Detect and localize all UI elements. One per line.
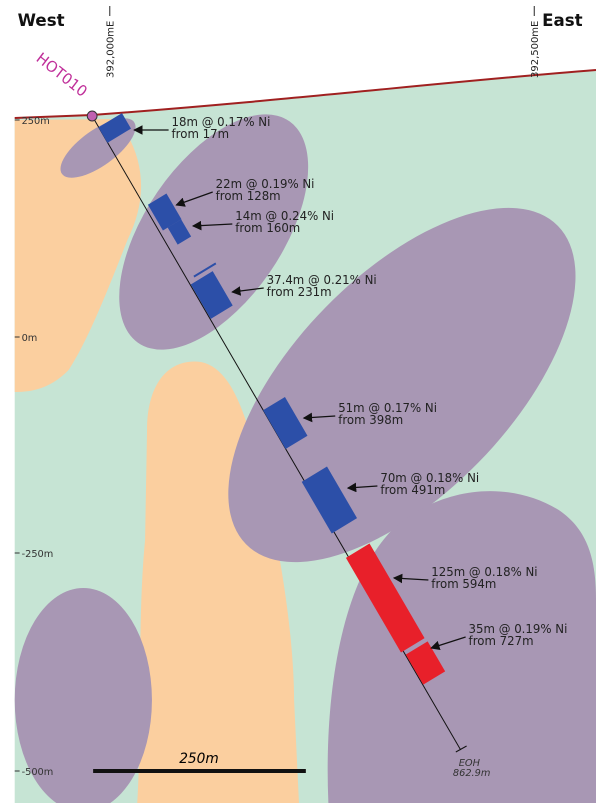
elevation-label: -500m bbox=[22, 767, 54, 778]
unit-purple bbox=[327, 491, 596, 803]
eoh: EOH bbox=[459, 758, 481, 769]
eoh-tick bbox=[455, 745, 467, 753]
intercept-depth: from 398m bbox=[338, 413, 403, 427]
intercept bbox=[98, 113, 131, 143]
intercept-grade: 22m @ 0.19% Ni bbox=[216, 177, 315, 191]
easting: 392,500mE bbox=[530, 21, 541, 78]
pointer bbox=[430, 636, 466, 651]
pointer bbox=[392, 573, 429, 584]
intercept-depth: from 231m bbox=[267, 285, 332, 299]
intercept-grade: 18m @ 0.17% Ni bbox=[172, 115, 271, 129]
easting: 392,000mE bbox=[106, 21, 117, 78]
intercept bbox=[345, 543, 425, 653]
unit-orange bbox=[14, 119, 142, 392]
intercept-grade: 37.4m @ 0.21% Ni bbox=[267, 273, 377, 287]
intercept-depth: from 727m bbox=[469, 634, 534, 648]
intercept bbox=[301, 466, 358, 534]
unit-purple bbox=[228, 207, 576, 563]
intercept bbox=[167, 219, 192, 245]
sky bbox=[0, 0, 596, 118]
unit-purple bbox=[119, 114, 309, 350]
eoh-depth: 862.9m bbox=[453, 768, 491, 779]
east-label: East bbox=[542, 10, 583, 30]
elevation-axis: 250m 0m -250m -500m bbox=[14, 116, 54, 778]
intercept bbox=[405, 641, 446, 685]
pointer bbox=[231, 286, 264, 296]
pointer bbox=[346, 482, 378, 493]
intercept-grade: 51m @ 0.17% Ni bbox=[338, 401, 437, 415]
pointer bbox=[191, 220, 233, 231]
intercept-grade: 125m @ 0.18% Ni bbox=[431, 565, 537, 579]
intercept-depth: from 128m bbox=[216, 189, 281, 203]
intercept-depth: from 160m bbox=[235, 221, 300, 235]
topography bbox=[14, 69, 596, 119]
west-label: West bbox=[18, 10, 65, 30]
intercept-grade: 70m @ 0.18% Ni bbox=[380, 471, 479, 485]
scale-label: 250m bbox=[179, 751, 219, 767]
pointer bbox=[302, 412, 336, 423]
elevation-label: 0m bbox=[22, 333, 38, 344]
intercept bbox=[190, 271, 233, 319]
intercept-grade: 35m @ 0.19% Ni bbox=[469, 622, 568, 636]
elevation-label: 250m bbox=[22, 116, 50, 127]
elevation-label: -250m bbox=[22, 549, 54, 560]
intercept-sliver bbox=[193, 262, 217, 278]
intercept-depth: from 491m bbox=[380, 483, 445, 497]
unit-purple bbox=[14, 588, 152, 803]
intercepts bbox=[98, 113, 446, 685]
intercept-depth: from 594m bbox=[431, 577, 496, 591]
intercept bbox=[263, 397, 308, 449]
intercept bbox=[147, 193, 182, 231]
intercept-grade: 14m @ 0.24% Ni bbox=[235, 209, 334, 223]
pointer bbox=[175, 191, 213, 207]
collar bbox=[86, 110, 98, 122]
intercept-depth: from 17m bbox=[172, 127, 230, 141]
